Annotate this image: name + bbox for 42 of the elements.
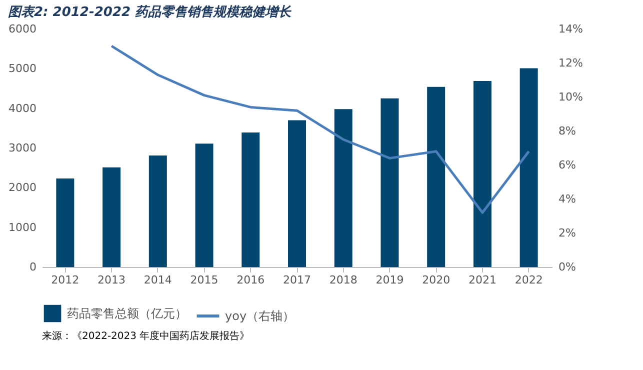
y2-tick-label: 8%	[558, 124, 576, 138]
source-note: 来源：《2022-2023 年度中国药店发展报告》	[42, 330, 250, 342]
y-tick-label: 3000	[8, 142, 36, 154]
x-tick-label: 2018	[329, 274, 358, 286]
bar	[102, 167, 121, 267]
x-tick-label: 2021	[468, 274, 496, 286]
y2-tick-label: 0%	[558, 260, 576, 274]
x-tick-label: 2015	[190, 274, 218, 286]
bar	[242, 132, 260, 267]
x-tick-label: 2019	[376, 274, 404, 286]
y-tick-label: 5000	[8, 62, 36, 76]
y-tick-label: 4000	[8, 102, 36, 115]
x-tick-label: 2013	[98, 274, 126, 286]
x-tick-label: 2020	[422, 274, 450, 286]
chart-title: 图表2: 2012-2022 药品零售销售规模稳健增长	[8, 4, 292, 20]
y-tick-label: 0	[30, 260, 36, 274]
y-tick-label: 6000	[8, 22, 36, 36]
y2-tick-label: 4%	[558, 192, 576, 206]
legend-label: yoy（右轴）	[225, 309, 295, 323]
bar	[427, 86, 446, 267]
y2-tick-label: 6%	[558, 158, 576, 172]
bar	[288, 120, 306, 267]
x-tick-label: 2022	[514, 274, 543, 286]
x-tick-label: 2012	[51, 274, 80, 286]
y2-tick-label: 12%	[558, 56, 583, 70]
x-tick-label: 2014	[144, 274, 172, 286]
legend-label: 药品零售总额（亿元）	[67, 306, 187, 320]
bar	[473, 80, 492, 267]
x-tick-label: 2017	[283, 274, 311, 286]
bar	[380, 98, 399, 267]
y-tick-label: 2000	[8, 181, 36, 194]
y2-tick-label: 10%	[558, 90, 583, 104]
line-series	[110, 44, 530, 214]
bar	[56, 178, 74, 267]
y-tick-label: 1000	[8, 220, 36, 234]
bar	[520, 68, 538, 267]
bar	[195, 144, 214, 267]
y2-tick-label: 14%	[558, 22, 583, 36]
bar	[334, 109, 352, 267]
y2-tick-label: 2%	[558, 226, 576, 240]
x-tick-label: 2016	[236, 274, 265, 286]
bar	[148, 156, 167, 267]
